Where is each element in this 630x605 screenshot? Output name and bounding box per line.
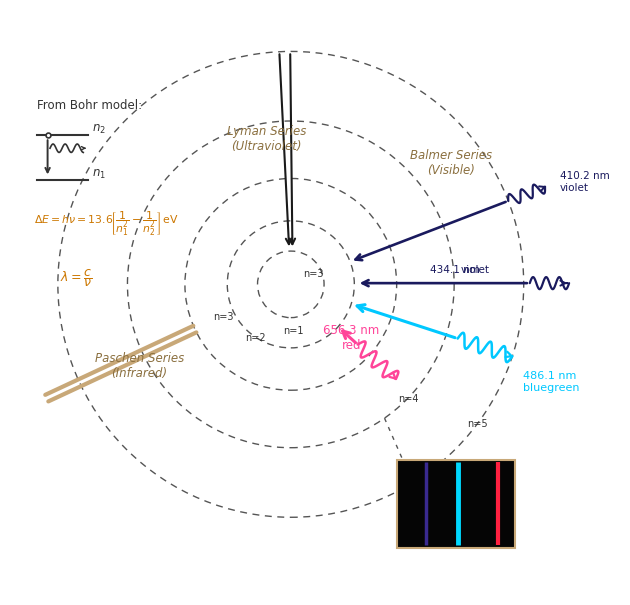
- Text: $\Delta E = h\nu = 13.6\!\left[\dfrac{1}{n_1^2} - \dfrac{1}{n_2^2}\right]\!$ eV: $\Delta E = h\nu = 13.6\!\left[\dfrac{1}…: [33, 210, 178, 238]
- Text: From Bohr model:: From Bohr model:: [37, 99, 142, 112]
- Text: $\lambda = \dfrac{c}{\nu}$: $\lambda = \dfrac{c}{\nu}$: [60, 267, 92, 289]
- Text: 410.2 nm
violet: 410.2 nm violet: [560, 171, 610, 193]
- Text: 656.3 nm
red: 656.3 nm red: [323, 324, 379, 352]
- Text: n=2: n=2: [246, 333, 266, 342]
- Bar: [397, 460, 515, 548]
- Text: n=5: n=5: [467, 419, 488, 429]
- Text: Balmer Series
(Visible): Balmer Series (Visible): [410, 149, 492, 177]
- Text: $n_2$: $n_2$: [93, 123, 106, 136]
- Text: n=4: n=4: [398, 394, 419, 404]
- Text: n=3: n=3: [304, 269, 324, 279]
- Text: 486.1 nm
bluegreen: 486.1 nm bluegreen: [523, 371, 580, 393]
- Text: n=1: n=1: [283, 326, 304, 336]
- Text: n=3: n=3: [213, 312, 234, 322]
- Text: $n_1$: $n_1$: [93, 168, 106, 182]
- Text: Paschen Series
(Infrared): Paschen Series (Infrared): [95, 352, 184, 380]
- Text: Lyman Series
(Ultraviolet): Lyman Series (Ultraviolet): [227, 125, 306, 153]
- Text: 434.1 nm: 434.1 nm: [430, 265, 480, 275]
- Text: violet: violet: [460, 265, 490, 275]
